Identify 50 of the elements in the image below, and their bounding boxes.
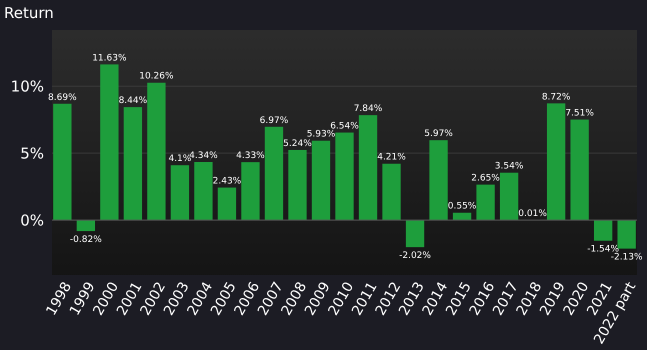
bar	[312, 140, 330, 220]
bar	[594, 220, 612, 241]
data-label: 8.69%	[48, 92, 78, 103]
data-label: -2.13%	[610, 252, 644, 263]
y-tick-label: 10%	[10, 77, 44, 96]
data-label: 4.33%	[236, 151, 266, 162]
bar	[476, 184, 495, 220]
data-label: 11.63%	[92, 53, 127, 64]
bar	[241, 162, 260, 220]
data-label: 4.1%	[168, 154, 192, 164]
bar	[546, 103, 566, 220]
bar	[288, 150, 307, 220]
bar	[429, 140, 448, 220]
chart-title: Return	[4, 4, 54, 22]
bar	[218, 188, 236, 220]
y-tick-label: 5%	[20, 144, 44, 162]
bar	[100, 64, 119, 220]
data-label: 5.93%	[306, 130, 336, 140]
data-label: 10.26%	[139, 72, 174, 82]
y-tick-label: 0%	[20, 211, 44, 230]
data-label: 6.97%	[260, 116, 289, 126]
bar	[53, 104, 72, 220]
bar	[264, 126, 284, 220]
data-label: 0.01%	[518, 208, 548, 219]
data-label: 2.65%	[471, 174, 500, 184]
bar	[570, 120, 589, 220]
data-label: 7.84%	[354, 104, 383, 114]
data-label: 5.97%	[424, 129, 454, 140]
bar	[170, 165, 190, 220]
bar	[452, 212, 472, 220]
bar	[406, 220, 424, 248]
bar	[382, 164, 401, 220]
data-label: 2.43%	[212, 176, 242, 187]
data-label: 8.44%	[118, 96, 148, 106]
bar	[617, 220, 636, 249]
bar	[335, 132, 354, 220]
bar	[76, 220, 96, 232]
bar	[194, 162, 213, 220]
bar	[124, 107, 142, 220]
data-label: 8.72%	[542, 92, 571, 102]
data-label: 4.21%	[377, 152, 406, 163]
bar	[147, 82, 166, 220]
bar	[358, 115, 378, 220]
data-label: 3.54%	[494, 162, 524, 172]
data-label: -2.02%	[399, 251, 432, 262]
data-label: 7.51%	[565, 108, 594, 119]
data-label: -0.82%	[70, 235, 102, 246]
data-label: 5.24%	[283, 138, 312, 149]
data-label: 0.55%	[448, 202, 477, 212]
bar	[500, 172, 518, 220]
